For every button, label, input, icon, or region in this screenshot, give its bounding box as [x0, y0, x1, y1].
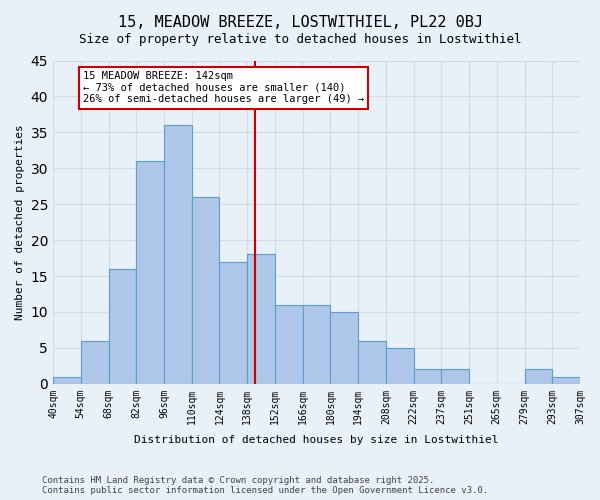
Bar — [552, 376, 580, 384]
Y-axis label: Number of detached properties: Number of detached properties — [15, 124, 25, 320]
Text: 15 MEADOW BREEZE: 142sqm
← 73% of detached houses are smaller (140)
26% of semi-: 15 MEADOW BREEZE: 142sqm ← 73% of detach… — [83, 72, 364, 104]
X-axis label: Distribution of detached houses by size in Lostwithiel: Distribution of detached houses by size … — [134, 435, 499, 445]
Bar — [53, 376, 81, 384]
Bar — [302, 305, 331, 384]
Bar — [247, 254, 275, 384]
Bar — [136, 161, 164, 384]
Bar — [442, 370, 469, 384]
Bar — [413, 370, 442, 384]
Bar — [220, 262, 247, 384]
Bar — [275, 305, 302, 384]
Bar — [81, 340, 109, 384]
Bar — [164, 125, 192, 384]
Bar — [524, 370, 552, 384]
Bar — [192, 197, 220, 384]
Bar — [109, 269, 136, 384]
Text: 15, MEADOW BREEZE, LOSTWITHIEL, PL22 0BJ: 15, MEADOW BREEZE, LOSTWITHIEL, PL22 0BJ — [118, 15, 482, 30]
Text: Size of property relative to detached houses in Lostwithiel: Size of property relative to detached ho… — [79, 32, 521, 46]
Bar — [358, 340, 386, 384]
Text: Contains HM Land Registry data © Crown copyright and database right 2025.
Contai: Contains HM Land Registry data © Crown c… — [42, 476, 488, 495]
Bar — [331, 312, 358, 384]
Bar — [386, 348, 413, 384]
